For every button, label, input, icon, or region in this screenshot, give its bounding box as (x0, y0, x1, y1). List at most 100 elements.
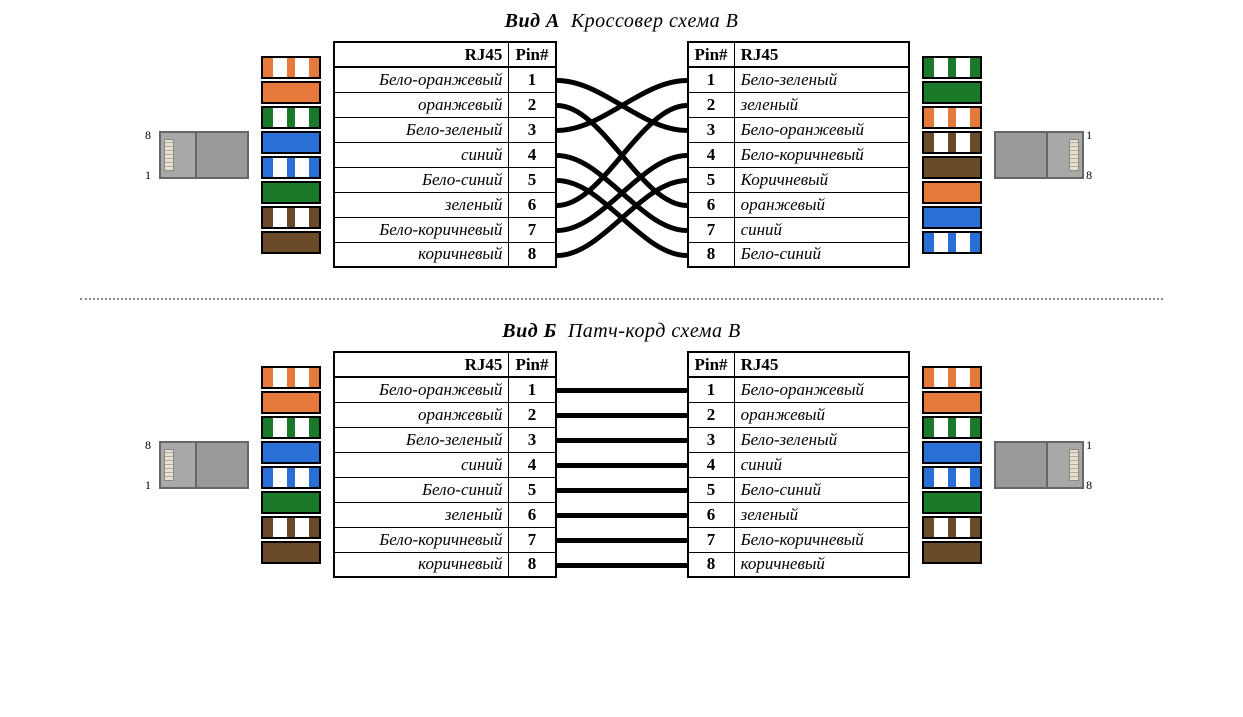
orange-swatch (261, 391, 321, 414)
pin-row: синий4 (334, 452, 556, 477)
brown-swatch (261, 231, 321, 254)
pinout-table-right: Pin#RJ451Бело-зеленый2зеленый3Бело-оранж… (687, 41, 911, 268)
pin-row: Бело-оранжевый1 (334, 67, 556, 92)
pin-number: 6 (688, 502, 735, 527)
diagram-title: Вид А Кроссовер схема В (20, 10, 1223, 33)
pin-row: 5Коричневый (688, 167, 910, 192)
pinout-table-left: RJ45Pin#Бело-оранжевый1оранжевый2Бело-зе… (333, 41, 557, 268)
pin-row: Бело-зеленый3 (334, 427, 556, 452)
pin-row: Бело-синий5 (334, 477, 556, 502)
pin-row: 4синий (688, 452, 910, 477)
pin-number: 2 (688, 92, 735, 117)
wire-name: синий (334, 452, 509, 477)
pin-number: 7 (509, 527, 556, 552)
wire-name: Бело-коричневый (334, 527, 509, 552)
header-pin: Pin# (688, 352, 735, 377)
pin-number: 7 (688, 527, 735, 552)
wire-connections (557, 351, 687, 578)
wire-name: синий (334, 142, 509, 167)
pin-number: 3 (509, 117, 556, 142)
pin-number: 3 (509, 427, 556, 452)
orange-swatch (922, 181, 982, 204)
pin-number: 7 (688, 217, 735, 242)
brown-swatch (261, 541, 321, 564)
pin-label-bot: 8 (1086, 479, 1092, 491)
pin-number: 1 (688, 67, 735, 92)
pin-label-bot: 1 (145, 169, 151, 181)
striped-green-swatch (922, 56, 982, 79)
title-rest: Кроссовер схема В (571, 10, 738, 32)
pin-number: 4 (509, 142, 556, 167)
striped-green-swatch (261, 416, 321, 439)
pin-number: 5 (509, 167, 556, 192)
pin-row: коричневый8 (334, 552, 556, 577)
striped-brown-swatch (922, 516, 982, 539)
blue-swatch (922, 441, 982, 464)
wire-name: Бело-синий (734, 477, 909, 502)
striped-brown-swatch (261, 516, 321, 539)
pin-row: Бело-синий5 (334, 167, 556, 192)
title-rest: Патч-корд схема В (568, 320, 741, 342)
pin-row: 6оранжевый (688, 192, 910, 217)
swatch-col-right (922, 366, 982, 564)
wire-name: Коричневый (734, 167, 909, 192)
striped-blue-swatch (922, 231, 982, 254)
orange-swatch (922, 391, 982, 414)
wire-connections (557, 41, 687, 268)
pin-number: 2 (509, 92, 556, 117)
pin-row: 6зеленый (688, 502, 910, 527)
wire-name: синий (734, 217, 909, 242)
wire-name: коричневый (334, 242, 509, 267)
green-swatch (261, 491, 321, 514)
wire-name: коричневый (334, 552, 509, 577)
diagram-patchcord: Вид Б Патч-корд схема В81RJ45Pin#Бело-ор… (20, 320, 1223, 578)
striped-blue-swatch (261, 466, 321, 489)
striped-brown-swatch (261, 206, 321, 229)
pin-number: 8 (688, 552, 735, 577)
pin-row: 1Бело-оранжевый (688, 377, 910, 402)
pin-number: 6 (509, 502, 556, 527)
striped-orange-swatch (261, 56, 321, 79)
striped-green-swatch (922, 416, 982, 439)
wire-name: Бело-синий (734, 242, 909, 267)
pin-number: 7 (509, 217, 556, 242)
pin-number: 5 (688, 477, 735, 502)
striped-green-swatch (261, 106, 321, 129)
diagram-crossover: Вид А Кроссовер схема В 8 1 RJ45Pin#Бело-ор… (20, 10, 1223, 268)
wire-name: оранжевый (334, 92, 509, 117)
blue-swatch (922, 206, 982, 229)
brown-swatch (922, 156, 982, 179)
pin-row: оранжевый2 (334, 92, 556, 117)
pin-row: Бело-оранжевый1 (334, 377, 556, 402)
pin-number: 1 (509, 377, 556, 402)
pin-number: 8 (688, 242, 735, 267)
wire-name: оранжевый (734, 402, 909, 427)
rj45-connector-right (994, 131, 1084, 179)
pin-number: 3 (688, 427, 735, 452)
pin-number: 4 (688, 142, 735, 167)
diagram-title: Вид Б Патч-корд схема В (20, 320, 1223, 343)
striped-orange-swatch (922, 106, 982, 129)
pin-number: 3 (688, 117, 735, 142)
blue-swatch (261, 131, 321, 154)
blue-swatch (261, 441, 321, 464)
pin-label-bot: 8 (1086, 169, 1092, 181)
wire-name: зеленый (334, 192, 509, 217)
orange-swatch (261, 81, 321, 104)
pin-number: 6 (688, 192, 735, 217)
pin-label-top: 8 (145, 129, 151, 141)
pin-number: 1 (688, 377, 735, 402)
pin-row: Бело-зеленый3 (334, 117, 556, 142)
separator (80, 298, 1163, 300)
striped-orange-swatch (261, 366, 321, 389)
pin-row: 2зеленый (688, 92, 910, 117)
pin-row: 7синий (688, 217, 910, 242)
pin-row: 8Бело-синий (688, 242, 910, 267)
pinout-table-left: RJ45Pin#Бело-оранжевый1оранжевый2Бело-зе… (333, 351, 557, 578)
green-swatch (922, 491, 982, 514)
striped-blue-swatch (261, 156, 321, 179)
pin-label-top: 8 (145, 439, 151, 451)
pin-label-top: 1 (1086, 129, 1092, 141)
pin-row: 3Бело-оранжевый (688, 117, 910, 142)
striped-orange-swatch (922, 366, 982, 389)
